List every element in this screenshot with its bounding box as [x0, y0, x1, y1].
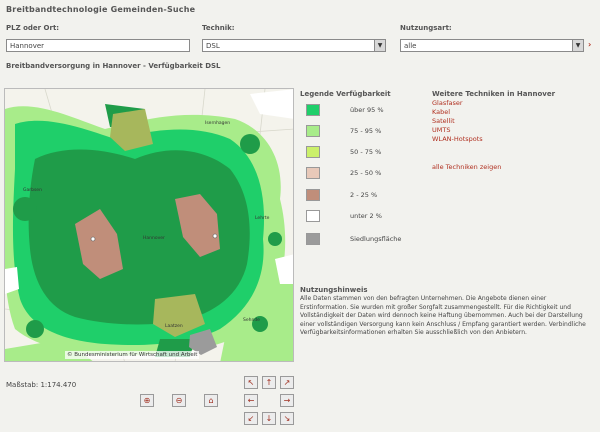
map-scale: Maßstab: 1:174.470 [6, 381, 77, 389]
legend-label: über 95 % [350, 106, 384, 114]
map-label-garbsen: Garbsen [23, 187, 42, 193]
place-input-value: Hannover [10, 42, 45, 50]
all-technologies-link[interactable]: alle Techniken zeigen [432, 163, 502, 171]
usage-notes-body: Alle Daten stammen von den befragten Unt… [300, 295, 586, 337]
zoom-full-icon[interactable]: ⌂ [204, 394, 218, 407]
legend-item: 75 - 95 % [306, 125, 426, 139]
page-title: Breitbandtechnologie Gemeinden-Suche [6, 5, 196, 14]
map-label-sehnde: Sehnde [243, 317, 260, 323]
zoom-in-icon[interactable]: ⊕ [140, 394, 154, 407]
pan-up-icon[interactable]: ↑ [262, 376, 276, 389]
chevron-down-icon[interactable]: ▼ [572, 40, 583, 51]
legend-swatch [306, 210, 320, 222]
legend-swatch [306, 146, 320, 158]
tech-link-wlan-hotspots[interactable]: WLAN-Hotspots [432, 135, 483, 143]
legend-title: Legende Verfügbarkeit [300, 90, 391, 98]
legend-swatch [306, 167, 320, 179]
pan-up-right-icon[interactable]: ↗ [280, 376, 294, 389]
map-label-laatzen: Laatzen [165, 323, 183, 329]
legend-item: 25 - 50 % [306, 167, 426, 181]
legend-swatch [306, 189, 320, 201]
pan-up-left-icon[interactable]: ↖ [244, 376, 258, 389]
place-input[interactable]: Hannover [6, 39, 190, 52]
legend-swatch [306, 233, 320, 245]
usage-label: Nutzungsart: [400, 24, 452, 32]
legend-item: 2 - 25 % [306, 189, 426, 203]
legend-label: unter 2 % [350, 212, 382, 220]
map-copyright: © Bundesministerium für Wirtschaft und A… [65, 351, 200, 359]
pan-right-icon[interactable]: → [280, 394, 294, 407]
legend-swatch [306, 104, 320, 116]
legend-swatch [306, 125, 320, 137]
legend-item: 50 - 75 % [306, 146, 426, 160]
legend-item: unter 2 % [306, 210, 426, 224]
pan-down-left-icon[interactable]: ↙ [244, 412, 258, 425]
usage-notes-title: Nutzungshinweis [300, 286, 368, 294]
legend-label: 75 - 95 % [350, 127, 382, 135]
usage-select-value: alle [404, 42, 417, 50]
map-heading: Breitbandversorgung in Hannover - Verfüg… [6, 62, 221, 70]
tech-link-kabel[interactable]: Kabel [432, 108, 451, 116]
pan-down-right-icon[interactable]: ↘ [280, 412, 294, 425]
legend-label: 2 - 25 % [350, 191, 378, 199]
other-technologies-title: Weitere Techniken in Hannover [432, 90, 556, 98]
map-label-hannover: Hannover [143, 235, 165, 241]
technology-select[interactable]: DSL ▼ [202, 39, 386, 52]
legend-label: Siedlungsfläche [350, 235, 402, 243]
map-label-lehrte: Lehrte [255, 215, 270, 221]
legend-item: Siedlungsfläche [306, 233, 426, 247]
legend-label: 25 - 50 % [350, 169, 382, 177]
legend-label: 50 - 75 % [350, 148, 382, 156]
tech-link-umts[interactable]: UMTS [432, 126, 451, 134]
tech-link-satellit[interactable]: Satellit [432, 117, 455, 125]
technology-select-value: DSL [206, 42, 220, 50]
go-arrow-icon[interactable]: › [588, 40, 592, 49]
pan-down-icon[interactable]: ↓ [262, 412, 276, 425]
place-label: PLZ oder Ort: [6, 24, 60, 32]
zoom-out-icon[interactable]: ⊖ [172, 394, 186, 407]
chevron-down-icon[interactable]: ▼ [374, 40, 385, 51]
usage-select[interactable]: alle ▼ [400, 39, 584, 52]
coverage-map-graphic: Hannover Garbsen Laatzen Isernhagen Lehr… [5, 89, 293, 361]
legend-item: über 95 % [306, 104, 426, 118]
pan-left-icon[interactable]: ← [244, 394, 258, 407]
tech-link-glasfaser[interactable]: Glasfaser [432, 99, 463, 107]
coverage-map[interactable]: Hannover Garbsen Laatzen Isernhagen Lehr… [4, 88, 294, 362]
map-label-isernhagen: Isernhagen [205, 120, 230, 126]
technology-label: Technik: [202, 24, 235, 32]
